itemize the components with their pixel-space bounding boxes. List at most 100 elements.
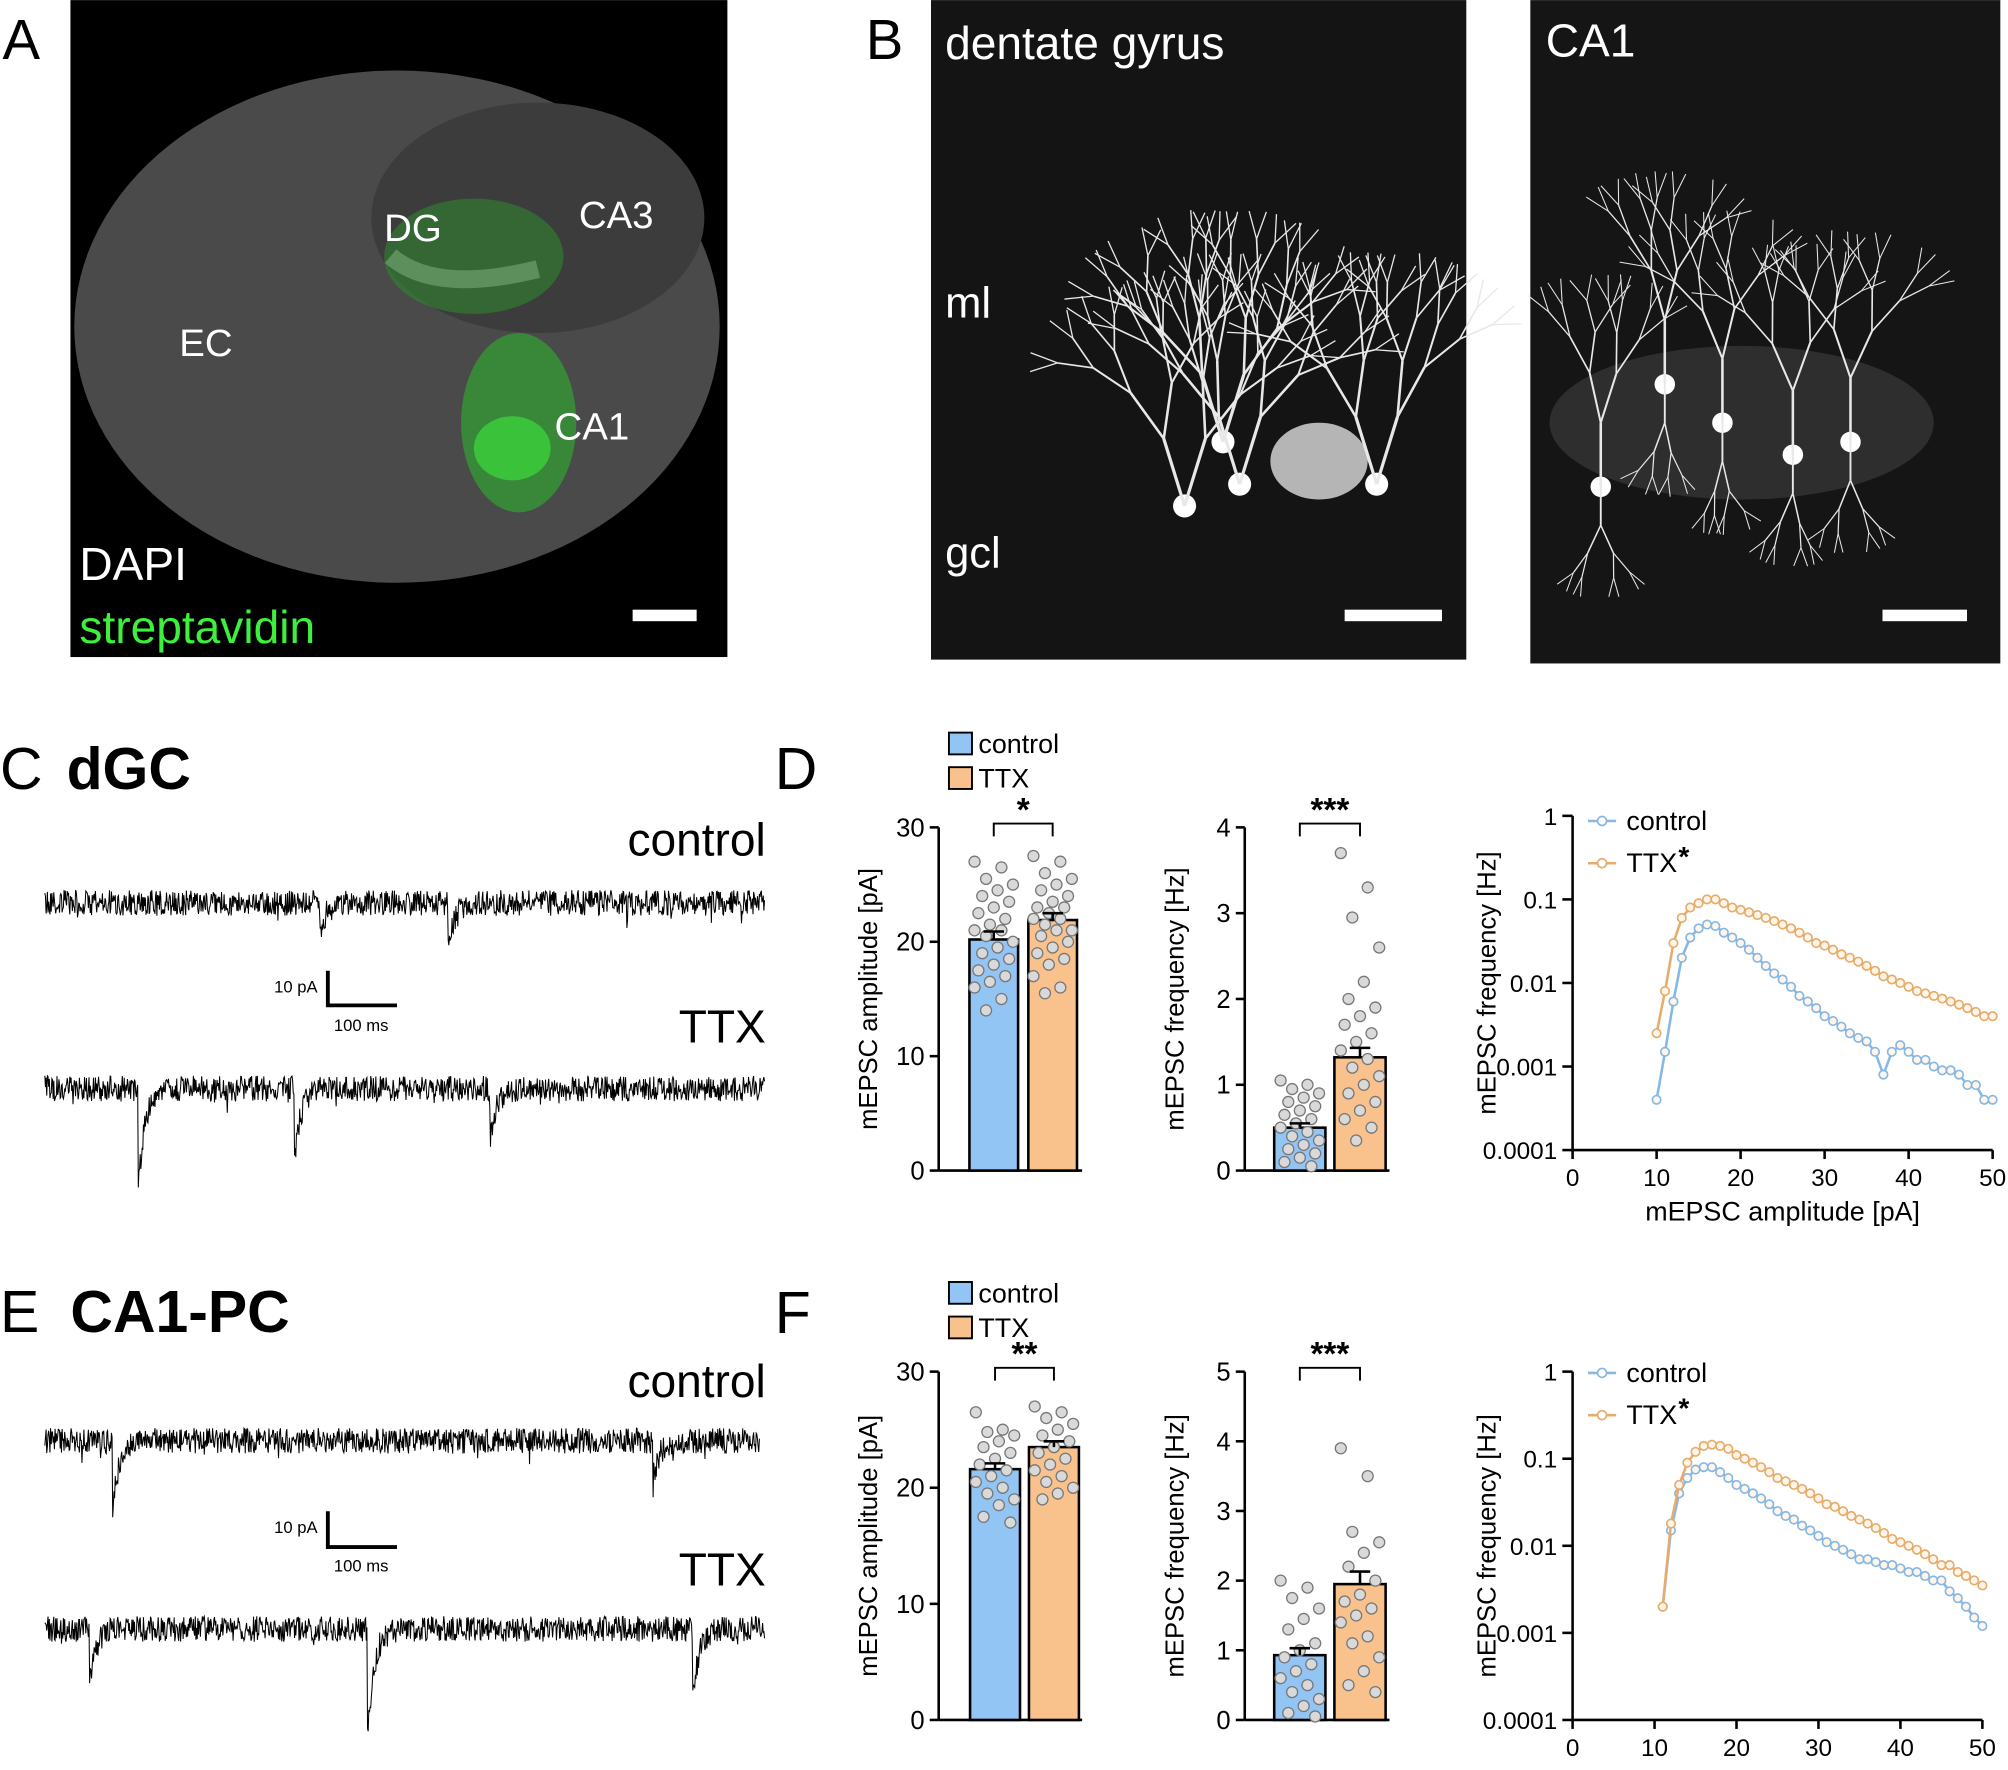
series-marker <box>1739 1483 1750 1494</box>
dendrite <box>1335 278 1351 306</box>
data-point <box>1038 987 1052 1000</box>
dendrite <box>1157 217 1169 246</box>
dendrite <box>1594 278 1609 302</box>
series-marker <box>1676 912 1687 924</box>
series-marker <box>1665 1518 1677 1529</box>
dendrite <box>1218 291 1233 319</box>
dendrite <box>1183 303 1191 340</box>
dendrite <box>1635 173 1641 200</box>
dendrite <box>1657 253 1676 283</box>
y-tick-label: 4 <box>1216 1428 1230 1456</box>
dendrite <box>1569 336 1591 374</box>
dendrite <box>1112 289 1137 309</box>
dendrite <box>1188 338 1204 383</box>
data-point <box>1357 1665 1370 1678</box>
dendrite <box>1792 492 1801 524</box>
dendrite <box>1092 310 1117 330</box>
dendrite <box>1173 276 1186 304</box>
ca1-glow <box>1549 345 1934 500</box>
dendrite <box>1612 552 1630 573</box>
data-point <box>1369 1001 1382 1014</box>
dendrite <box>1273 272 1290 299</box>
dendrite <box>1743 510 1751 530</box>
data-point <box>1334 1044 1347 1057</box>
dendrite <box>1667 452 1672 478</box>
dendrite <box>1225 211 1232 240</box>
dendrite <box>1437 288 1441 325</box>
series-marker <box>1772 1472 1783 1484</box>
dendrite <box>1649 285 1664 310</box>
region-label: DG <box>384 207 442 250</box>
dendrite <box>1423 338 1461 369</box>
data-point <box>1309 1100 1322 1113</box>
data-point <box>1365 1602 1378 1615</box>
data-point <box>1028 1464 1041 1477</box>
dendrite <box>1415 289 1441 319</box>
series-marker <box>1846 1549 1857 1560</box>
series-marker <box>1953 1069 1965 1080</box>
data-point <box>987 901 1000 914</box>
data-point <box>1004 1516 1017 1529</box>
dendrite <box>1858 260 1873 291</box>
series-marker <box>1837 1544 1849 1555</box>
data-point <box>1061 889 1075 903</box>
dendrite <box>1560 278 1563 305</box>
series-marker <box>1928 1061 1939 1072</box>
data-point <box>1004 1446 1017 1460</box>
dendrite <box>1090 322 1115 352</box>
data-point <box>1038 866 1052 880</box>
dendrite <box>1819 528 1825 548</box>
dendrite <box>1250 253 1262 282</box>
data-point <box>1297 1699 1310 1713</box>
legend-label: TTX <box>1626 1400 1677 1430</box>
dendrite <box>1218 211 1221 241</box>
x-tick-label: 50 <box>1969 1735 1996 1762</box>
series-marker <box>1911 1566 1922 1578</box>
dendrite <box>1764 244 1769 271</box>
y-tick-label: 0.001 <box>1496 1621 1557 1648</box>
dendrite <box>1760 262 1785 277</box>
data-point <box>1309 1147 1322 1160</box>
dendrite <box>1243 290 1258 318</box>
data-point <box>1051 1487 1064 1500</box>
dendrite <box>1218 301 1244 319</box>
data-point <box>1334 1442 1347 1455</box>
series-marker <box>1836 1021 1847 1032</box>
scale-bar <box>1882 609 1968 622</box>
dendrite <box>1619 274 1623 301</box>
series-marker <box>1743 907 1755 918</box>
dendrite <box>1607 210 1631 237</box>
dendrite <box>1868 532 1881 549</box>
dendrite <box>1619 261 1646 268</box>
dendrite <box>1843 238 1860 261</box>
data-point <box>1346 1061 1359 1074</box>
series-marker <box>1701 894 1713 905</box>
series-marker <box>1919 1549 1931 1560</box>
significance-bracket <box>1298 1366 1361 1381</box>
dendrite <box>1218 216 1237 241</box>
dendrite <box>1145 291 1165 334</box>
data-point <box>1369 1685 1382 1699</box>
dendrite <box>1192 212 1206 240</box>
series-marker <box>1827 944 1839 955</box>
dentate-image <box>931 0 1467 660</box>
data-point <box>999 969 1012 983</box>
dendrite <box>1199 274 1203 304</box>
dendrite <box>1653 422 1666 452</box>
data-point <box>1043 1458 1057 1471</box>
dendrite <box>1862 508 1870 533</box>
dendrite <box>1697 270 1704 312</box>
dendrite <box>1699 275 1718 296</box>
neurons <box>1029 171 1955 597</box>
image-title: dentate gyrus <box>945 17 1224 69</box>
y-tick-label: 2 <box>1216 986 1230 1014</box>
x-tick-label: 30 <box>1811 1165 1838 1192</box>
series-marker <box>1706 1439 1717 1450</box>
dendrite <box>1651 475 1659 495</box>
dendrite <box>1206 216 1214 245</box>
dendrite <box>1613 577 1620 597</box>
data-point <box>1006 935 1020 948</box>
data-point <box>1027 912 1040 926</box>
data-point <box>981 1425 994 1439</box>
